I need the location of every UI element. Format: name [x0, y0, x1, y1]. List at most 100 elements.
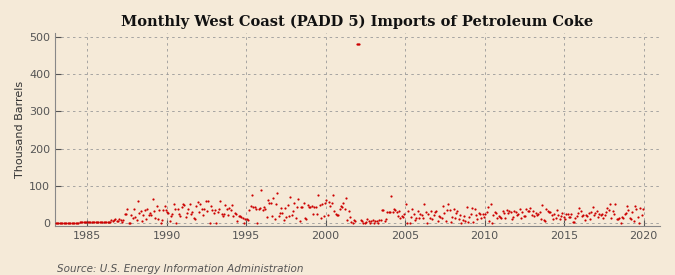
Point [132, 199, 143, 204]
Point [610, 202, 620, 206]
Point [84, 220, 95, 224]
Point [382, 210, 393, 214]
Point [252, 221, 263, 225]
Point [278, 218, 289, 222]
Point [231, 211, 242, 216]
Point [166, 214, 177, 218]
Point [162, 210, 173, 214]
Point [178, 202, 188, 206]
Point [77, 220, 88, 224]
Point [392, 214, 403, 218]
Point [358, 221, 369, 225]
Point [356, 219, 367, 223]
Point [375, 218, 386, 222]
Point [312, 212, 323, 216]
Y-axis label: Thousand Barrels: Thousand Barrels [15, 81, 25, 178]
Point [551, 208, 562, 212]
Point [549, 212, 560, 217]
Point [512, 213, 522, 217]
Point [572, 211, 583, 215]
Point [408, 212, 419, 217]
Point [574, 205, 585, 210]
Point [461, 205, 472, 209]
Point [88, 220, 99, 224]
Point [575, 208, 586, 213]
Point [101, 220, 111, 224]
Point [327, 192, 338, 197]
Point [98, 220, 109, 224]
Point [313, 193, 324, 197]
Point [86, 220, 97, 224]
Point [594, 211, 605, 216]
Point [593, 214, 603, 219]
Point [117, 219, 128, 224]
Point [431, 208, 441, 213]
Point [491, 211, 502, 216]
Point [624, 215, 635, 220]
Point [479, 214, 489, 219]
Point [221, 207, 232, 211]
Point [234, 214, 244, 218]
Point [269, 217, 280, 221]
Point [492, 216, 503, 220]
Point [541, 207, 551, 211]
Point [337, 205, 348, 209]
Point [381, 217, 392, 221]
Point [543, 210, 554, 214]
Point [63, 221, 74, 225]
Point [199, 207, 210, 211]
Point [566, 211, 577, 216]
Point [464, 215, 475, 219]
Point [55, 221, 65, 225]
Point [146, 213, 157, 217]
Point [167, 212, 178, 216]
Point [446, 220, 456, 224]
Point [92, 220, 103, 224]
Point [200, 199, 211, 203]
Point [460, 219, 471, 223]
Point [631, 207, 642, 211]
Point [242, 218, 253, 222]
Point [51, 221, 61, 225]
Point [176, 205, 187, 209]
Point [497, 208, 508, 213]
Point [260, 207, 271, 211]
Point [601, 210, 612, 214]
Point [279, 206, 290, 210]
Point [395, 216, 406, 221]
Point [158, 208, 169, 212]
Point [535, 210, 545, 214]
Point [281, 214, 292, 219]
Point [341, 196, 352, 200]
Point [105, 220, 115, 224]
Point [240, 217, 251, 221]
Point [569, 219, 580, 224]
Point [485, 202, 496, 207]
Point [410, 218, 421, 222]
Point [196, 207, 207, 211]
Point [99, 220, 110, 224]
Point [319, 201, 330, 205]
Point [297, 205, 308, 209]
Point [58, 221, 69, 225]
Point [254, 206, 265, 211]
Point [147, 196, 158, 201]
Point [475, 211, 485, 216]
Point [369, 221, 379, 225]
Point [608, 212, 619, 216]
Point [619, 212, 630, 216]
Point [331, 213, 342, 218]
Point [264, 201, 275, 205]
Point [217, 214, 228, 219]
Point [587, 205, 598, 210]
Point [161, 208, 171, 212]
Point [379, 219, 390, 224]
Point [598, 216, 609, 221]
Point [370, 219, 381, 223]
Point [135, 208, 146, 213]
Point [182, 211, 192, 215]
Point [599, 212, 610, 217]
Point [436, 216, 447, 220]
Point [465, 212, 476, 216]
Point [109, 218, 119, 222]
